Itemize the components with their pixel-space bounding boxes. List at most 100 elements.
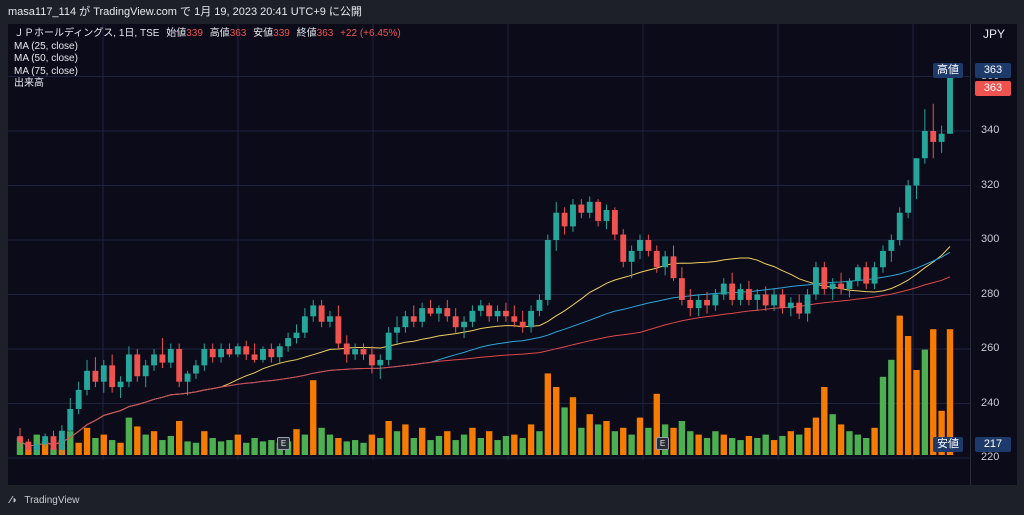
candle-body — [151, 354, 157, 366]
candle-body — [251, 354, 258, 360]
chart-legend: ＪＰホールディングス, 1日, TSE 始値339 高値363 安値339 終値… — [14, 28, 401, 91]
candle-body — [494, 310, 501, 317]
candle-body — [301, 316, 308, 333]
legend-volume[interactable]: 出来高 — [14, 78, 44, 89]
chart-plot-area[interactable]: ＪＰホールディングス, 1日, TSE 始値339 高値363 安値339 終値… — [8, 24, 970, 505]
volume-bar — [653, 393, 660, 455]
candle-body — [268, 349, 275, 358]
low-tag: 安値 — [933, 437, 963, 452]
legend-symbol[interactable]: ＪＰホールディングス, 1日, TSE — [14, 28, 160, 39]
candle-body — [243, 346, 250, 355]
low-price-pill: 217 — [975, 437, 1011, 452]
candle-body — [528, 310, 535, 328]
candle-body — [871, 267, 878, 284]
candle-body — [695, 299, 702, 309]
price-axis[interactable]: JPY 220240260280300320340360 363 363 217 — [970, 24, 1017, 485]
volume-bar — [108, 440, 116, 455]
candle-body — [838, 283, 845, 290]
candle-body — [360, 349, 367, 355]
earnings-marker-2[interactable]: E — [656, 437, 669, 450]
candle-body — [905, 185, 912, 213]
candle-body — [653, 250, 660, 268]
candle-body — [67, 408, 74, 431]
volume-bar — [678, 421, 686, 455]
volume-bar — [486, 431, 493, 455]
candle-body — [947, 68, 953, 134]
candle-body — [92, 370, 99, 382]
volume-bar — [561, 407, 568, 455]
volume-bar — [938, 410, 945, 455]
candle-body — [385, 332, 392, 360]
volume-bar — [754, 438, 761, 455]
volume-bar — [770, 440, 778, 455]
candle-body — [109, 365, 116, 388]
high-tag: 高値 — [933, 63, 963, 78]
candle-body — [226, 349, 233, 355]
volume-bar — [318, 427, 325, 455]
legend-ma50[interactable]: MA (50, close) — [14, 53, 78, 64]
candle-body — [503, 310, 509, 317]
candle-body — [410, 316, 417, 322]
ma75-line — [19, 276, 951, 447]
legend-high-label: 高値 — [209, 28, 230, 39]
volume-bar — [930, 329, 937, 455]
volume-bar — [645, 427, 652, 455]
volume-bar — [921, 349, 929, 455]
volume-bar — [913, 370, 920, 455]
candle-body — [159, 354, 166, 363]
candle-body — [687, 299, 694, 309]
y-tick-label: 320 — [981, 178, 1000, 191]
candle-body — [343, 343, 350, 355]
candle-body — [921, 131, 928, 159]
candle-body — [33, 444, 40, 450]
volume-bar — [293, 429, 300, 455]
legend-ma25[interactable]: MA (25, close) — [14, 40, 78, 52]
publish-info-text: masa117_114 が TradingView.com で 1月 19, 2… — [8, 6, 362, 18]
candle-body — [176, 349, 183, 382]
candle-body — [260, 349, 266, 360]
candle-body — [117, 381, 124, 388]
candle-body — [704, 299, 710, 306]
candle-body — [209, 349, 216, 358]
candle-body — [134, 354, 141, 377]
candle-body — [628, 250, 635, 262]
candlestick-chart[interactable] — [8, 24, 970, 485]
candle-body — [796, 302, 803, 314]
legend-ma75[interactable]: MA (75, close) — [14, 65, 78, 77]
footer-brand[interactable]: TradingView — [24, 495, 80, 506]
volume-bar — [243, 442, 250, 455]
y-tick-label: 260 — [981, 342, 1000, 354]
candle-body — [930, 131, 937, 142]
volume-bar — [695, 434, 702, 455]
volume-bar — [125, 417, 133, 455]
volume-bar — [670, 427, 677, 455]
candle-body — [745, 289, 752, 300]
candle-body — [846, 280, 853, 290]
volume-bar — [502, 435, 510, 455]
earnings-marker-1[interactable]: E — [277, 437, 290, 450]
candle-body — [335, 316, 342, 344]
currency-label[interactable]: JPY — [982, 27, 1005, 41]
volume-bar — [251, 438, 258, 455]
candle-body — [201, 349, 208, 366]
candle-body — [427, 308, 434, 314]
volume-bar — [142, 434, 149, 455]
volume-bar — [209, 438, 216, 455]
volume-bar — [477, 438, 484, 455]
candle-body — [477, 305, 484, 311]
candle-body — [327, 316, 333, 322]
candle-body — [678, 278, 685, 300]
candle-body — [276, 346, 283, 358]
candle-body — [377, 359, 384, 366]
volume-bar — [427, 440, 434, 455]
volume-bar — [201, 431, 208, 455]
volume-bar — [812, 417, 820, 455]
volume-bar — [402, 424, 409, 455]
tradingview-logo-icon[interactable]: ⁄◗ — [10, 495, 18, 506]
publish-info-bar: masa117_114 が TradingView.com で 1月 19, 2… — [0, 0, 1024, 24]
volume-bar — [41, 441, 49, 455]
volume-bar — [946, 329, 954, 455]
volume-bar — [460, 434, 468, 455]
candle-body — [84, 370, 90, 390]
candle-body — [184, 373, 191, 382]
